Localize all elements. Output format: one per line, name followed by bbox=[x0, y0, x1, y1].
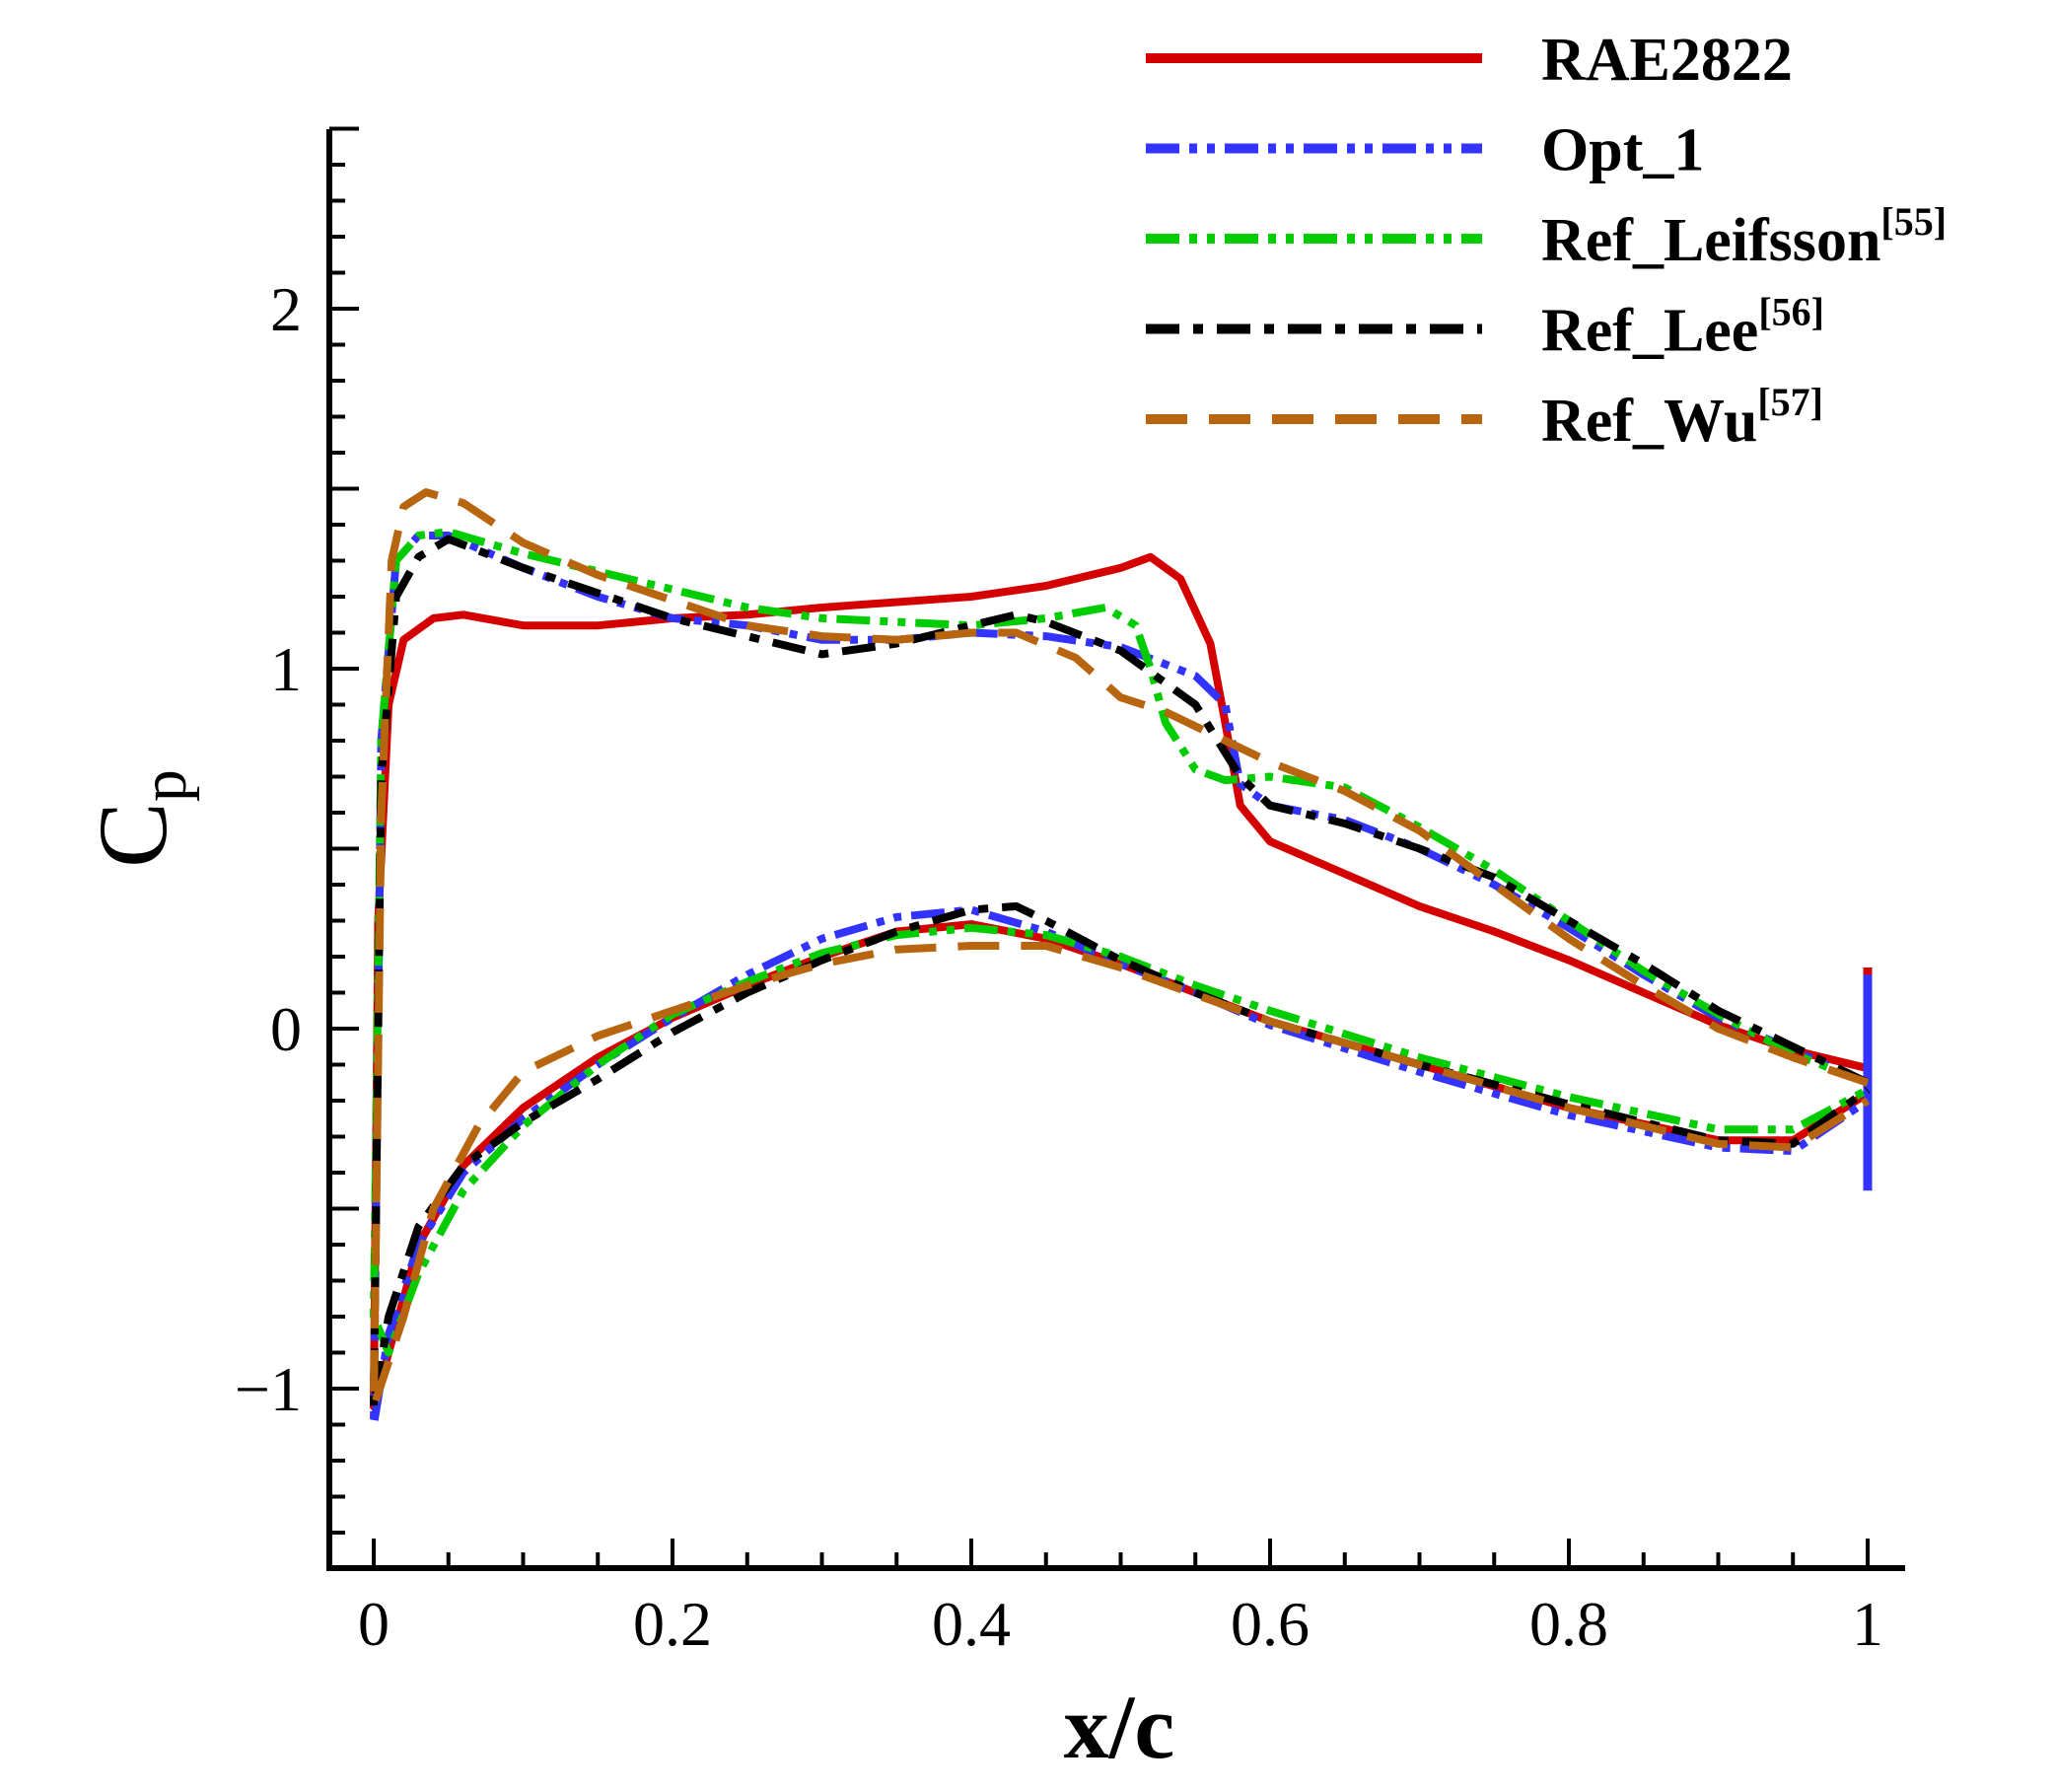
series-line-ref_leifsson bbox=[370, 528, 1870, 1357]
y-axis-title-main: C bbox=[78, 802, 187, 868]
y-tick-label: 2 bbox=[270, 274, 302, 344]
legend-label: RAE2822 bbox=[1541, 27, 1793, 94]
series-line-rae2822 bbox=[370, 552, 1871, 1411]
legend-label: Ref_Lee[56] bbox=[1541, 290, 1824, 365]
y-tick-label: 1 bbox=[270, 634, 302, 704]
series-lines bbox=[370, 488, 1873, 1429]
legend-item: Ref_Leifsson[55] bbox=[1146, 199, 1947, 274]
y-tick-label: −1 bbox=[235, 1354, 302, 1424]
legend-item: Ref_Wu[57] bbox=[1146, 380, 1823, 455]
tick-labels: 0 0.2 0.4 0.6 0.8 1 −1 0 1 2 bbox=[235, 274, 1883, 1659]
x-tick-label: 0.6 bbox=[1231, 1589, 1310, 1659]
legend-citation: [56] bbox=[1758, 290, 1824, 334]
svg-text:Cp: Cp bbox=[78, 769, 200, 868]
legend-item: RAE2822 bbox=[1146, 27, 1793, 94]
legend-item: Ref_Lee[56] bbox=[1146, 290, 1824, 365]
legend-label: Opt_1 bbox=[1541, 117, 1704, 184]
x-tick-label: 0.2 bbox=[633, 1589, 712, 1659]
x-tick-label: 0.4 bbox=[932, 1589, 1011, 1659]
y-axis-title: Cp bbox=[78, 769, 200, 868]
series-line-opt_1 bbox=[370, 532, 1871, 1429]
series-line-ref_wu bbox=[370, 488, 1871, 1411]
legend-label: Ref_Leifsson[55] bbox=[1541, 199, 1947, 274]
x-tick-label: 1 bbox=[1852, 1589, 1883, 1659]
legend-citation: [57] bbox=[1757, 380, 1823, 424]
x-tick-label: 0.8 bbox=[1529, 1589, 1608, 1659]
y-axis-title-sub: p bbox=[128, 769, 200, 802]
legend: RAE2822 Opt_1 Ref_Leifsson[55] Ref_Lee[56] R… bbox=[1146, 27, 1947, 455]
legend-item: Opt_1 bbox=[1146, 117, 1704, 184]
y-tick-label: 0 bbox=[270, 994, 302, 1064]
x-tick-label: 0 bbox=[358, 1589, 390, 1659]
legend-citation: [55] bbox=[1880, 199, 1947, 244]
x-axis-title: x/c bbox=[1064, 1677, 1174, 1777]
legend-label: Ref_Wu[57] bbox=[1541, 380, 1823, 455]
